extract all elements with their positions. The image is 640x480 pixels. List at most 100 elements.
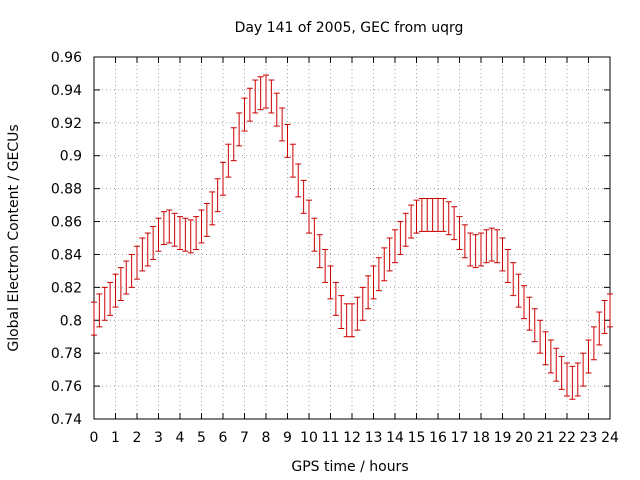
x-tick-label: 7 [240,430,249,446]
y-tick-label: 0.9 [60,149,82,165]
error-bar [246,87,253,122]
error-bar [268,79,275,114]
error-bar [203,202,210,237]
error-bar [564,362,570,397]
x-tick-label: 8 [262,430,271,446]
y-tick-label: 0.74 [51,412,82,428]
error-bar [257,76,264,111]
error-bar [607,293,613,328]
x-tick-label: 0 [90,430,99,446]
y-tick-label: 0.82 [51,280,82,296]
y-tick-label: 0.76 [51,379,82,395]
error-bar [166,209,173,244]
error-bar [451,206,458,241]
error-bar [327,265,334,300]
x-tick-label: 16 [429,430,447,446]
error-bar [467,232,474,267]
error-bar [456,216,463,251]
error-bar [590,326,597,361]
error-bar [171,212,178,247]
error-bar [349,303,355,338]
error-bar [343,303,350,338]
error-bar [252,79,259,114]
error-bar [332,281,339,316]
error-bar [510,262,517,297]
error-bar [354,296,361,331]
error-bar [413,199,420,234]
x-tick-label: 12 [343,430,361,446]
x-tick-label: 1 [111,430,120,446]
error-bar [542,331,549,366]
error-bar [112,273,119,308]
error-bar [273,92,280,127]
error-bar [440,198,447,232]
x-tick-label: 3 [154,430,163,446]
x-tick-label: 9 [283,430,292,446]
error-bar [187,219,194,254]
error-bar [209,191,216,226]
x-tick-label: 5 [197,430,206,446]
error-bar [214,178,221,213]
error-bar [408,204,415,239]
error-bar [547,339,554,374]
error-bar [177,216,183,251]
error-bar [128,253,135,288]
y-tick-label: 0.88 [51,182,82,198]
error-bar [316,234,323,269]
error-bar [531,308,538,343]
y-tick-label: 0.94 [51,83,82,99]
chart-title: Day 141 of 2005, GEC from uqrg [235,20,464,36]
x-tick-label: 20 [515,430,533,446]
error-bar [494,229,501,264]
x-tick-label: 19 [494,430,512,446]
error-bar [134,245,140,280]
error-bar [424,198,431,232]
error-bar [150,225,157,260]
error-bar [392,229,398,264]
x-tick-label: 2 [133,430,142,446]
x-tick-label: 21 [537,430,555,446]
error-bar [521,285,527,320]
error-bar [236,112,243,147]
x-tick-label: 17 [451,430,469,446]
error-bar [370,265,377,300]
error-bar [225,143,232,178]
error-bar [504,249,511,283]
error-bar [558,355,565,390]
grid [94,57,610,419]
error-bar [311,217,318,252]
error-bar [91,301,97,336]
error-bars [91,74,613,400]
error-bar [574,362,581,397]
y-tick-label: 0.78 [51,346,82,362]
axes: 0 1 2 3 4 5 6 7 8 9 10 11 12 13 14 15 16 17 18 19 20 21 22 23 24… [51,50,619,446]
error-bar [101,286,108,321]
x-tick-label: 18 [472,430,490,446]
error-bar [386,237,393,272]
error-bar [488,227,495,262]
error-bar [322,249,329,283]
error-bar [553,347,560,382]
error-bar [402,212,409,247]
y-tick-label: 0.92 [51,116,82,132]
error-bar [429,198,436,232]
error-bar [499,237,506,272]
error-bar [160,211,167,246]
error-bar [279,107,286,142]
y-axis-label: Global Electron Content / GECUs [6,124,22,351]
error-bar [182,217,189,252]
x-tick-label: 6 [219,430,228,446]
y-tick-label: 0.96 [51,50,82,66]
error-bar [461,224,468,259]
error-bar [117,267,124,302]
error-bar [306,199,312,234]
x-tick-label: 11 [322,430,340,446]
x-tick-label: 10 [300,430,318,446]
error-bar [107,281,114,316]
error-bar [435,198,441,232]
error-bar [123,260,130,295]
x-tick-label: 15 [408,430,426,446]
error-bar [338,295,345,329]
x-tick-label: 13 [365,430,383,446]
